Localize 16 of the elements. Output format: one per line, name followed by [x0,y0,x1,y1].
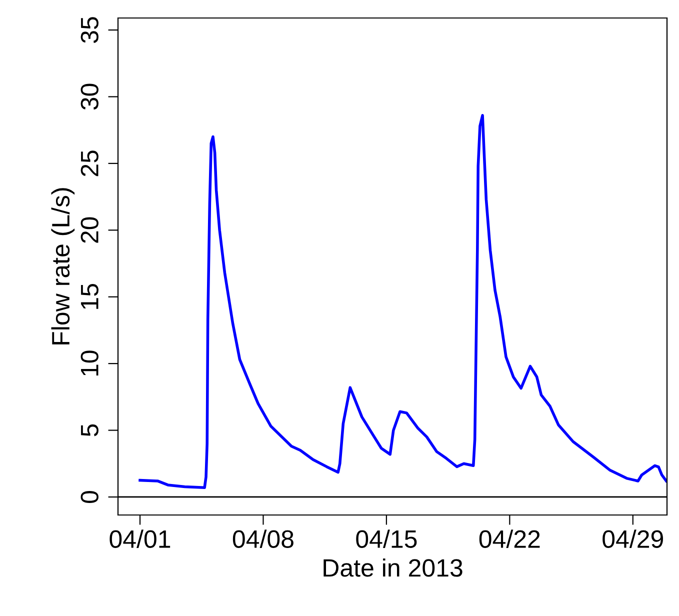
x-axis-title: Date in 2013 [324,558,462,577]
y-tick-label: 5 [81,424,98,436]
y-tick-label: 35 [80,17,98,43]
x-tick-label: 04/22 [479,530,540,548]
y-tick-label: 30 [80,84,98,110]
x-tick-label: 04/15 [356,530,417,548]
x-tick-label: 04/08 [232,530,294,548]
y-tick-label: 25 [80,150,98,176]
y-axis-title: Flow rate (L/s) [51,188,75,344]
y-tick-label: 20 [80,217,98,243]
y-tick-label: 15 [81,284,98,309]
x-tick-label: 04/29 [602,530,663,548]
y-tick-label: 0 [80,491,98,503]
x-tick-label: 04/01 [110,530,170,548]
y-tick-label: 10 [80,350,98,376]
line-series [138,114,667,490]
